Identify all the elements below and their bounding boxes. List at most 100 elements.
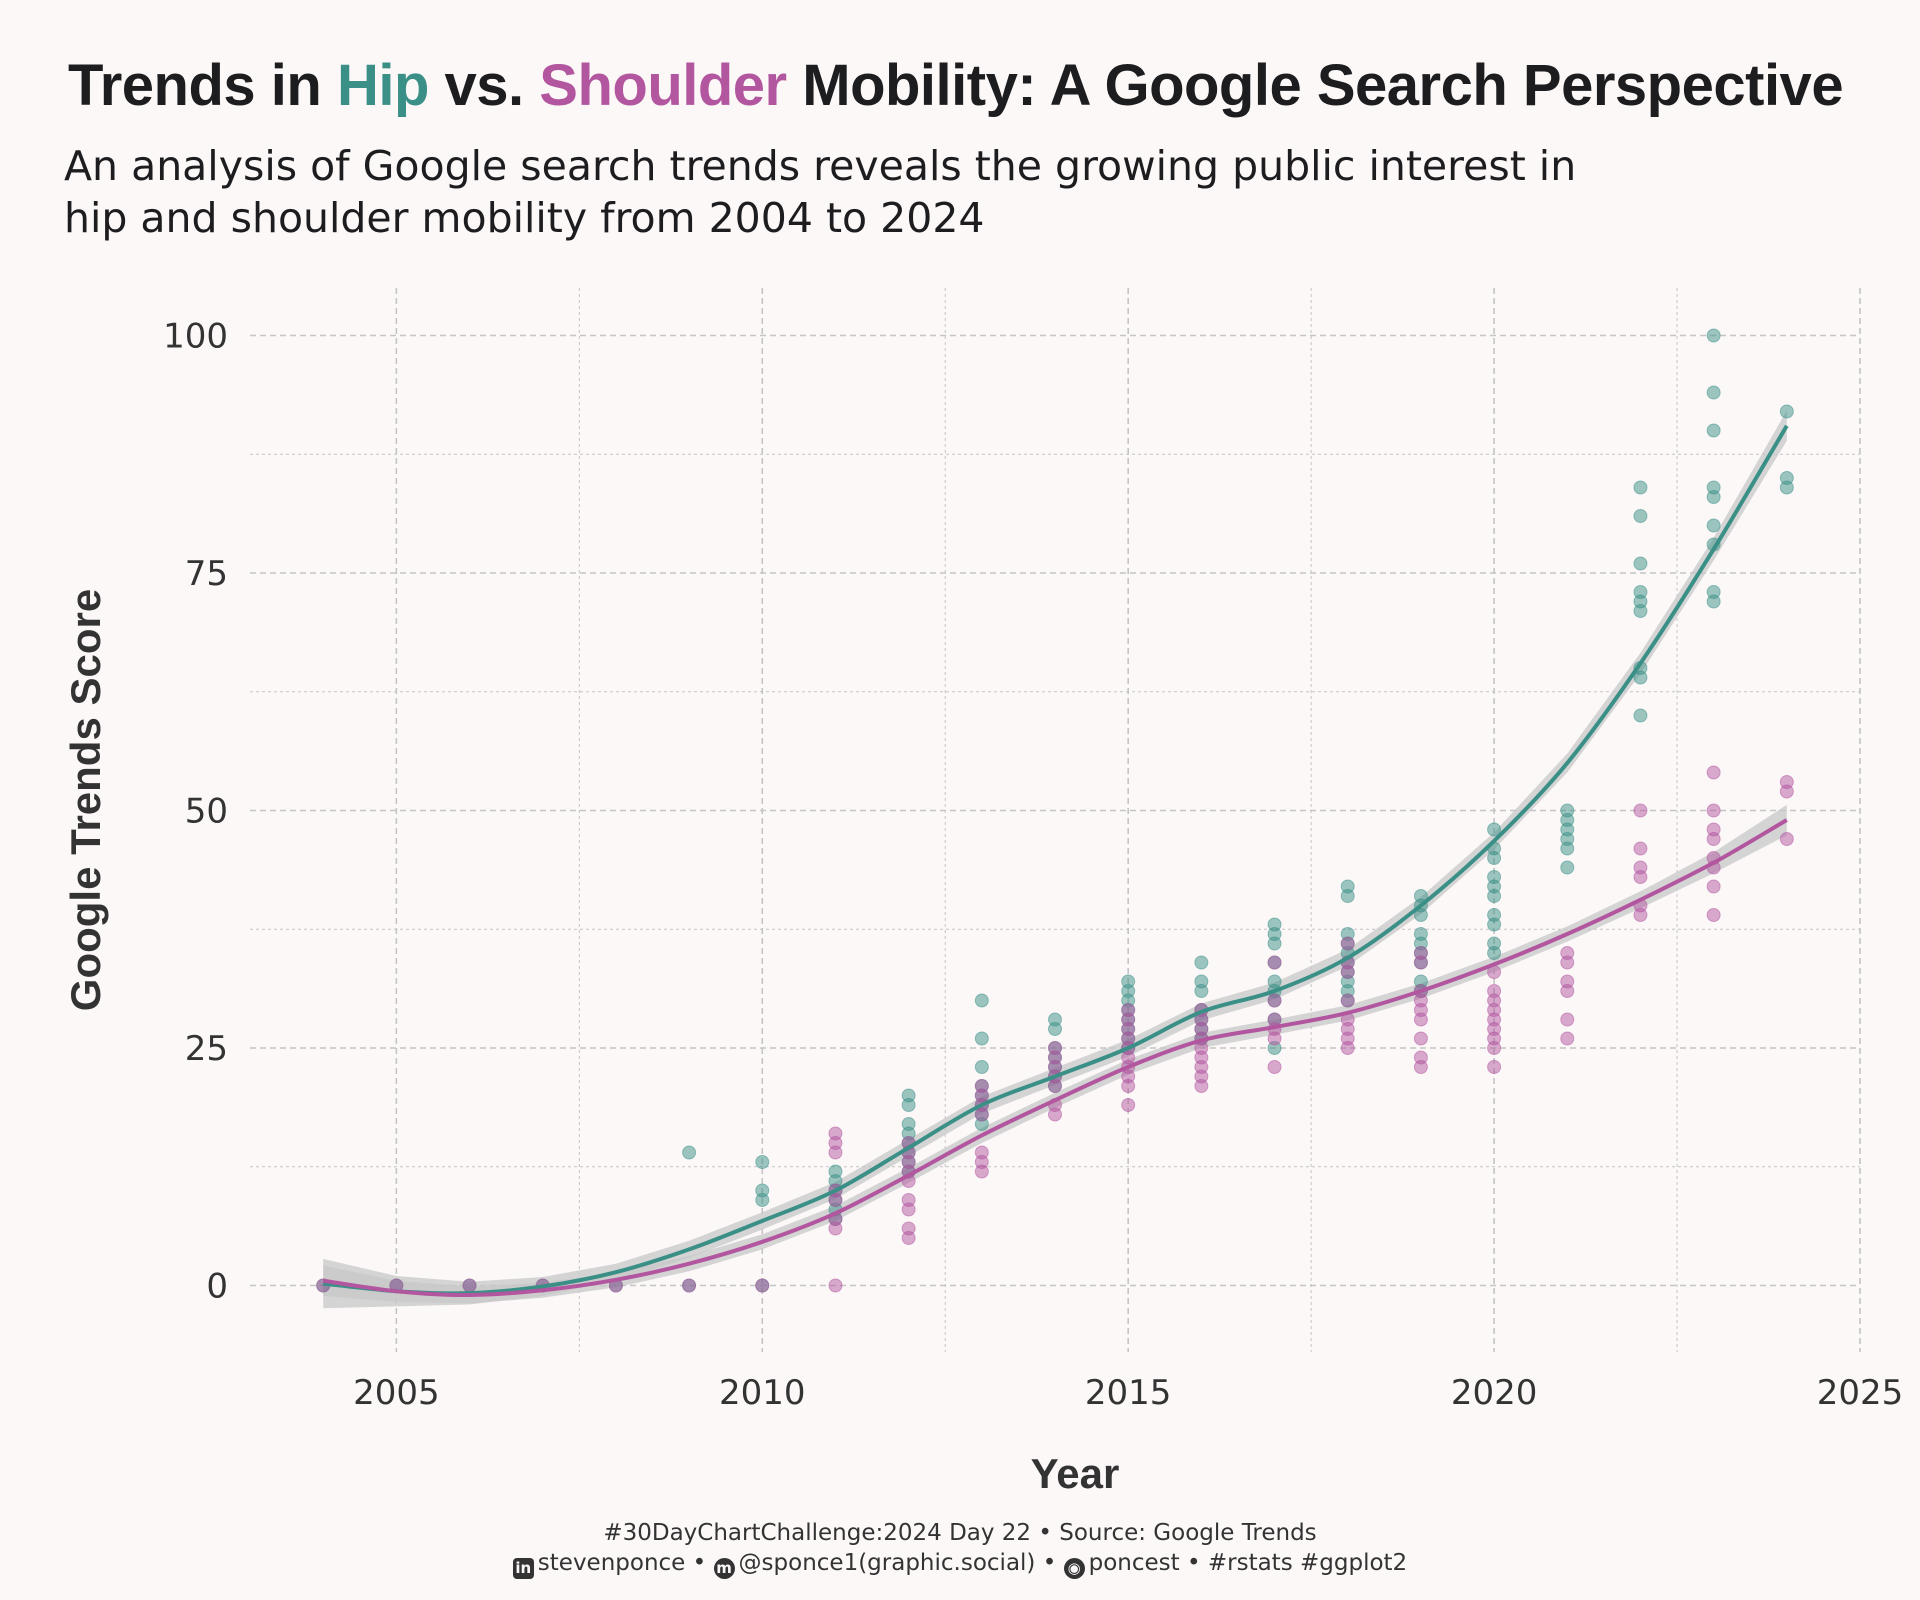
data-point-shoulder	[1048, 1079, 1062, 1093]
caption-credits: in stevenponce • m @sponce1(graphic.social…	[0, 1548, 1920, 1579]
caption-github[interactable]: poncest	[1088, 1550, 1180, 1576]
data-point-shoulder	[682, 1278, 697, 1293]
data-point-hip	[1487, 946, 1502, 960]
data-point-shoulder	[1121, 1098, 1136, 1112]
data-point-shoulder	[1340, 936, 1355, 951]
data-point-shoulder	[1779, 784, 1794, 799]
data-point-shoulder	[1413, 955, 1428, 970]
caption-mastodon[interactable]: @sponce1(graphic.social)	[738, 1550, 1036, 1576]
subtitle-line1: An analysis of Google search trends reve…	[64, 142, 1577, 190]
data-point-shoulder	[1121, 1079, 1136, 1093]
data-point-shoulder	[1340, 993, 1355, 1008]
data-point-hip	[1633, 670, 1648, 685]
caption-source: #30DayChartChallenge:2024 Day 22 • Sourc…	[603, 1520, 1317, 1546]
data-point-shoulder	[828, 1278, 843, 1293]
title-part3: Mobility: A Google Search Perspective	[802, 53, 1844, 118]
data-point-hip	[1487, 889, 1502, 903]
x-tick-label: 2005	[353, 1373, 440, 1413]
caption-sep: •	[1186, 1550, 1201, 1576]
data-point-shoulder	[1779, 832, 1794, 846]
data-point-hip	[1487, 822, 1502, 837]
y-tick-label: 25	[185, 1029, 228, 1069]
title-shoulder: Shoulder	[539, 53, 787, 118]
data-point-shoulder	[1048, 1107, 1062, 1122]
data-point-hip	[1340, 889, 1355, 903]
data-point-shoulder	[901, 1231, 916, 1245]
data-point-hip	[1413, 908, 1428, 922]
data-point-hip	[1267, 936, 1282, 951]
data-point-hip	[1706, 594, 1721, 609]
data-point-hip	[1633, 509, 1648, 523]
data-point-shoulder	[1413, 1031, 1428, 1046]
data-point-shoulder	[1340, 965, 1355, 979]
linkedin-icon: in	[512, 1558, 534, 1579]
data-point-shoulder	[974, 1164, 989, 1179]
data-point-shoulder	[1706, 803, 1721, 818]
caption-tags: #rstats #ggplot2	[1207, 1550, 1408, 1576]
data-point-shoulder	[828, 1221, 843, 1236]
data-point-hip	[1560, 841, 1575, 856]
data-point-shoulder	[1706, 765, 1721, 780]
data-point-shoulder	[1560, 1031, 1575, 1046]
y-tick-label: 100	[163, 317, 228, 357]
y-tick-label: 50	[185, 792, 228, 832]
data-point-hip	[1633, 480, 1648, 495]
y-axis-title: Google Trends Score	[62, 589, 109, 1011]
data-point-shoulder	[1340, 1041, 1355, 1055]
data-point-shoulder	[1633, 870, 1648, 884]
data-point-hip	[974, 993, 989, 1008]
data-point-hip	[1560, 860, 1575, 875]
y-tick-label: 0	[206, 1267, 228, 1307]
data-point-shoulder	[1194, 1079, 1209, 1093]
caption-linkedin[interactable]: stevenponce	[537, 1550, 686, 1576]
confidence-band-hip	[323, 410, 1787, 1309]
x-tick-label: 2020	[1451, 1373, 1538, 1413]
x-tick-label: 2010	[719, 1373, 806, 1413]
data-point-shoulder	[1633, 803, 1648, 818]
data-point-shoulder	[828, 1193, 843, 1207]
data-point-hip	[755, 1155, 770, 1169]
y-tick-label: 75	[185, 554, 228, 594]
data-point-hip	[1779, 404, 1794, 419]
data-point-shoulder	[1413, 1012, 1428, 1027]
data-point-hip	[1706, 490, 1721, 504]
data-point-shoulder	[1706, 879, 1721, 894]
subtitle-line2: hip and shoulder mobility from 2004 to 2…	[64, 194, 985, 242]
chart-subtitle: An analysis of Google search trends reve…	[64, 140, 1764, 244]
data-point-shoulder	[462, 1278, 477, 1293]
title-hip: Hip	[336, 53, 429, 118]
data-point-hip	[682, 1145, 697, 1160]
data-point-hip	[1706, 518, 1721, 533]
data-point-hip	[1779, 480, 1794, 495]
data-point-hip	[1633, 604, 1648, 618]
caption: #30DayChartChallenge:2024 Day 22 • Sourc…	[0, 1518, 1920, 1579]
data-point-hip	[1706, 385, 1721, 400]
data-point-shoulder	[1560, 1012, 1575, 1027]
data-point-hip	[901, 1098, 916, 1112]
data-point-shoulder	[1487, 1060, 1502, 1074]
data-point-hip	[974, 1060, 989, 1074]
data-point-shoulder	[1633, 841, 1648, 856]
title-part1: Trends in	[68, 53, 322, 118]
data-point-shoulder	[901, 1202, 916, 1217]
trend-line-hip	[322, 424, 1789, 1296]
data-point-hip	[1487, 917, 1502, 932]
data-point-shoulder	[1487, 1041, 1502, 1055]
data-point-hip	[1487, 851, 1502, 865]
data-point-hip	[1194, 984, 1209, 998]
data-point-shoulder	[974, 1107, 989, 1122]
chart-title: Trends in Hip vs. Shoulder Mobility: A G…	[68, 52, 1888, 119]
data-point-hip	[1048, 1022, 1062, 1036]
data-point-shoulder	[1706, 908, 1721, 922]
data-point-hip	[755, 1193, 770, 1207]
github-icon: ◉	[1063, 1558, 1085, 1579]
x-tick-label: 2025	[1817, 1373, 1904, 1413]
data-point-shoulder	[1267, 1060, 1282, 1074]
data-point-shoulder	[1267, 1031, 1282, 1046]
data-point-shoulder	[828, 1145, 843, 1160]
caption-sep: •	[1042, 1550, 1057, 1576]
data-point-shoulder	[1267, 993, 1282, 1008]
data-point-hip	[1633, 708, 1648, 723]
data-point-shoulder	[1560, 955, 1575, 970]
